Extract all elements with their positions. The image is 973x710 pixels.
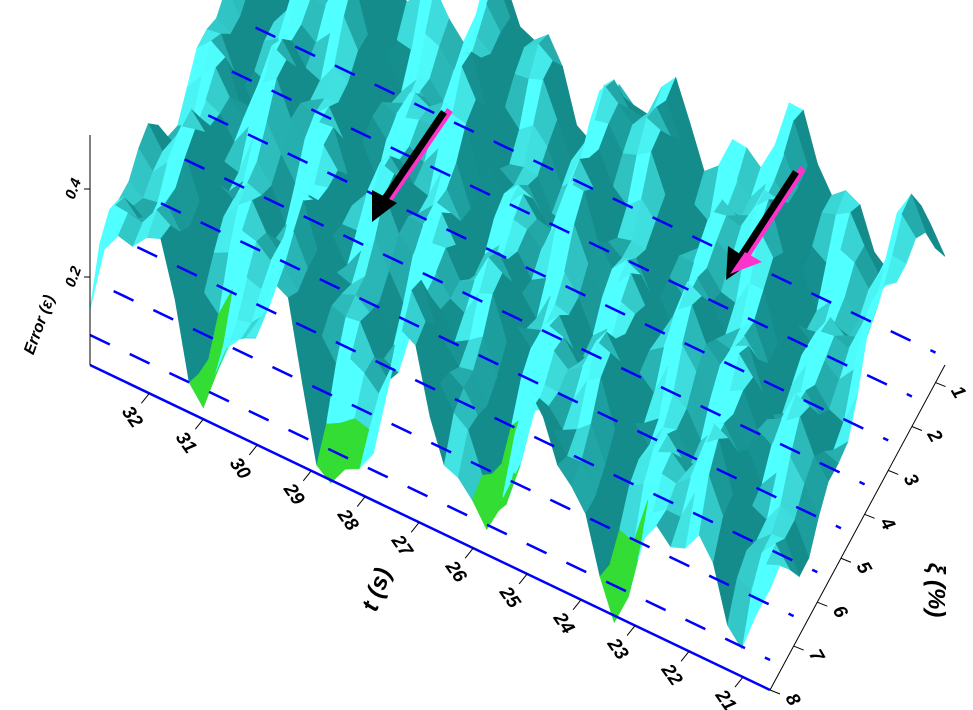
y-axis: [769, 364, 946, 691]
x-tick: [302, 470, 312, 482]
y-tick-label: 8: [781, 690, 805, 710]
surface-patch: [188, 373, 214, 409]
grid-line: [136, 246, 818, 574]
x-tick: [356, 496, 366, 507]
y-tick-label: 2: [922, 426, 946, 447]
grid-line: [113, 289, 795, 618]
x-tick-label: 26: [440, 556, 470, 587]
y-tick: [769, 689, 781, 695]
surface-patch: [670, 493, 695, 549]
x-tick: [410, 522, 420, 533]
x-tick: [518, 573, 528, 585]
arrow: [726, 166, 806, 280]
grid-line: [231, 70, 913, 398]
grid-line: [184, 158, 866, 486]
z-tick-label: 0.2: [62, 263, 85, 289]
grid-line: [160, 202, 842, 530]
x-tick: [464, 547, 474, 559]
x-tick-label: 24: [548, 608, 578, 639]
z-tick-label: 0.4: [62, 175, 85, 201]
y-tick: [935, 382, 946, 388]
x-tick: [626, 625, 636, 636]
x-tick-label: 30: [225, 454, 255, 484]
z-axis-title: Error (ε): [21, 293, 58, 357]
y-tick: [817, 601, 828, 607]
x-tick-label: 28: [332, 505, 362, 536]
grid-line: [255, 26, 937, 354]
x-tick-label: 25: [494, 582, 524, 613]
arrow: [372, 108, 453, 222]
y-tick-label: 5: [852, 558, 876, 578]
x-axis-title: t (s): [357, 564, 397, 615]
y-tick-label: 6: [828, 602, 852, 622]
x-tick-label: 27: [386, 531, 417, 562]
y-tick-label: 3: [899, 470, 923, 490]
x-tick-label: 22: [656, 660, 686, 691]
x-tick: [734, 676, 744, 688]
y-tick-label: 4: [875, 513, 899, 534]
y-tick-label: 1: [946, 382, 969, 402]
y-tick: [911, 426, 923, 431]
y-tick-label: 7: [804, 646, 828, 667]
x-tick: [140, 393, 150, 404]
y-tick: [840, 557, 852, 563]
x-tick-label: 32: [117, 402, 147, 432]
x-tick: [194, 418, 204, 430]
y-tick: [864, 513, 875, 519]
grid-line: [207, 114, 889, 442]
x-tick-label: 29: [278, 479, 308, 510]
surface-patch: [486, 483, 511, 530]
x-tick-label: 23: [602, 634, 632, 665]
x-tick: [572, 599, 582, 611]
x-tick: [248, 444, 258, 456]
x-tick-label: 31: [171, 428, 200, 457]
surface-patch: [89, 204, 115, 311]
y-axis-title: ξ (%): [923, 563, 950, 618]
surface: [89, 0, 946, 650]
surface-patch: [117, 212, 143, 247]
grid-line: [89, 333, 771, 662]
x-tick-label: 21: [710, 685, 740, 710]
grid: [89, 26, 937, 662]
y-tick: [888, 469, 899, 475]
surface-patch: [727, 577, 752, 650]
x-tick: [680, 650, 690, 662]
y-tick: [793, 645, 804, 651]
